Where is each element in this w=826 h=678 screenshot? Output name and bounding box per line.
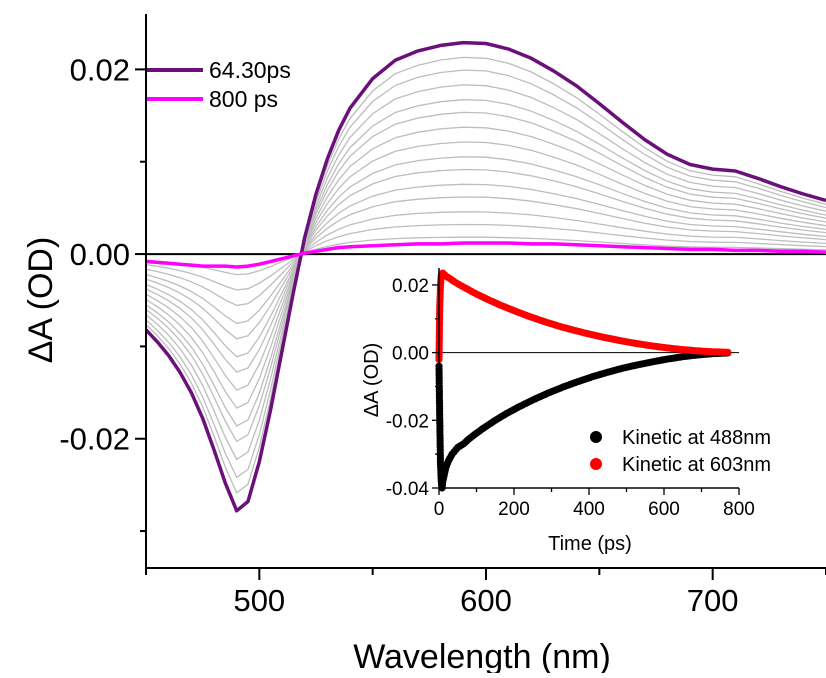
- inset-x-tick-label: 0: [434, 499, 445, 520]
- intermediate-spectrum-line: [145, 183, 826, 340]
- intermediate-spectrum-line: [145, 211, 826, 307]
- main-y-tick-label: 0.00: [70, 237, 130, 272]
- main-x-tick-label: 600: [460, 583, 512, 618]
- inset-legend-marker-603: [590, 458, 602, 470]
- main-y-axis-title: ΔA (OD): [22, 237, 60, 364]
- main-x-ticks: 500 600 700: [145, 568, 826, 618]
- series-800ps-line: [145, 241, 826, 269]
- kinetic-603-point: [724, 348, 732, 356]
- inset-background: [375, 260, 755, 552]
- main-y-ticks: -0.02 0.00 0.02: [59, 52, 146, 533]
- main-y-tick-label: -0.02: [59, 422, 130, 457]
- inset-y-tick-label: 0.00: [392, 344, 429, 365]
- intermediate-spectrum-line: [145, 126, 826, 409]
- main-series-group: [144, 40, 826, 513]
- intermediate-spectrum-line: [145, 141, 826, 391]
- inset-y-axis-title: ΔA (OD): [361, 343, 383, 417]
- inset-y-ticks: -0.04 -0.02 0.00 0.02: [386, 276, 439, 500]
- intermediate-spectrum-line: [145, 236, 826, 276]
- inset-x-axis-title: Time (ps): [548, 533, 632, 555]
- main-x-tick-label: 700: [687, 583, 739, 618]
- inset-legend-label-603: Kinetic at 603nm: [622, 454, 771, 476]
- intermediate-spectrum-line: [145, 69, 826, 479]
- inset-x-tick-label: 800: [723, 499, 755, 520]
- intermediate-spectrum-line: [145, 156, 826, 373]
- intermediate-spectrum-line: [145, 168, 826, 358]
- legend-label-64ps: 64.30ps: [209, 57, 291, 83]
- inset-x-tick-label: 400: [573, 499, 605, 520]
- inset-y-tick-label: -0.04: [386, 479, 430, 500]
- inset-y-tick-label: -0.02: [386, 411, 429, 432]
- intermediate-spectrum-line: [145, 196, 826, 325]
- main-x-axis-title: Wavelength (nm): [353, 638, 611, 673]
- inset-legend-label-488: Kinetic at 488nm: [622, 427, 771, 449]
- inset-legend: Kinetic at 488nm Kinetic at 603nm: [590, 427, 771, 476]
- intermediate-spectrum-line: [145, 111, 826, 427]
- inset-x-tick-label: 600: [648, 499, 680, 520]
- legend-label-800ps: 800 ps: [209, 86, 278, 112]
- intermediate-spectrum-line: [145, 84, 826, 461]
- intermediate-spectrum-line: [145, 99, 826, 443]
- main-y-tick-label: 0.02: [70, 52, 130, 87]
- inset-x-ticks: 0 200 400 600 800: [434, 488, 755, 520]
- inset-kinetics-plot: 0 200 400 600 800 -0.04 -0.02 0.00 0.02 Time (p…: [361, 260, 771, 555]
- inset-y-tick-label: 0.02: [392, 276, 429, 297]
- intermediate-spectrum-line: [145, 223, 826, 291]
- inset-legend-marker-488: [590, 431, 602, 443]
- series-64ps-line: [144, 40, 826, 513]
- intermediate-spectrum-line: [145, 56, 826, 494]
- inset-x-tick-label: 200: [498, 499, 530, 520]
- main-x-tick-label: 500: [233, 583, 285, 618]
- intermediate-spectra-group: [145, 56, 826, 494]
- main-legend: 64.30ps 800 ps: [147, 57, 291, 112]
